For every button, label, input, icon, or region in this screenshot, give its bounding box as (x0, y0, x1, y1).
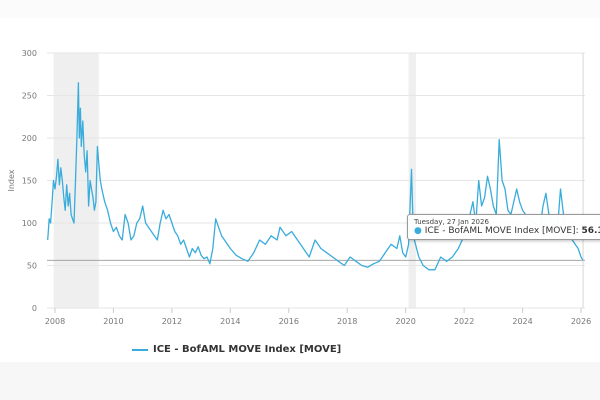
tooltip-series: ICE - BofAML MOVE Index [MOVE] (424, 226, 576, 236)
y-tick-label: 0 (32, 304, 37, 313)
x-tick-label: 2008 (45, 317, 65, 326)
x-tick-label: 2016 (279, 317, 299, 326)
tooltip-dot-icon: ● (414, 226, 422, 236)
x-tick-label: 2012 (162, 317, 182, 326)
y-tick-label: 250 (22, 92, 37, 101)
tooltip-value: 56.12 (581, 226, 600, 236)
tooltip: Tuesday, 27 Jan 2026 ● ICE - BofAML MOVE… (407, 214, 600, 240)
top-bar (0, 0, 600, 18)
bottom-bar (0, 362, 600, 400)
x-tick-label: 2026 (571, 317, 591, 326)
y-tick-label: 300 (22, 49, 37, 58)
x-tick-label: 2022 (454, 317, 474, 326)
legend-label: ICE - BofAML MOVE Index [MOVE] (153, 344, 342, 355)
x-tick-label: 2010 (103, 317, 123, 326)
tooltip-date: Tuesday, 27 Jan 2026 (414, 218, 489, 226)
x-tick-label: 2014 (220, 317, 240, 326)
x-tick-label: 2020 (395, 317, 415, 326)
y-tick-label: 200 (22, 134, 37, 143)
y-tick-label: 50 (27, 262, 37, 271)
series-line (47, 82, 584, 271)
y-tick-label: 150 (22, 177, 37, 186)
y-axis-label: Index (7, 169, 16, 191)
x-tick-label: 2018 (337, 317, 357, 326)
legend-swatch (132, 348, 148, 351)
legend-item[interactable]: ICE - BofAML MOVE Index [MOVE] (132, 344, 341, 355)
x-tick-label: 2024 (512, 317, 532, 326)
y-tick-label: 100 (22, 219, 37, 228)
